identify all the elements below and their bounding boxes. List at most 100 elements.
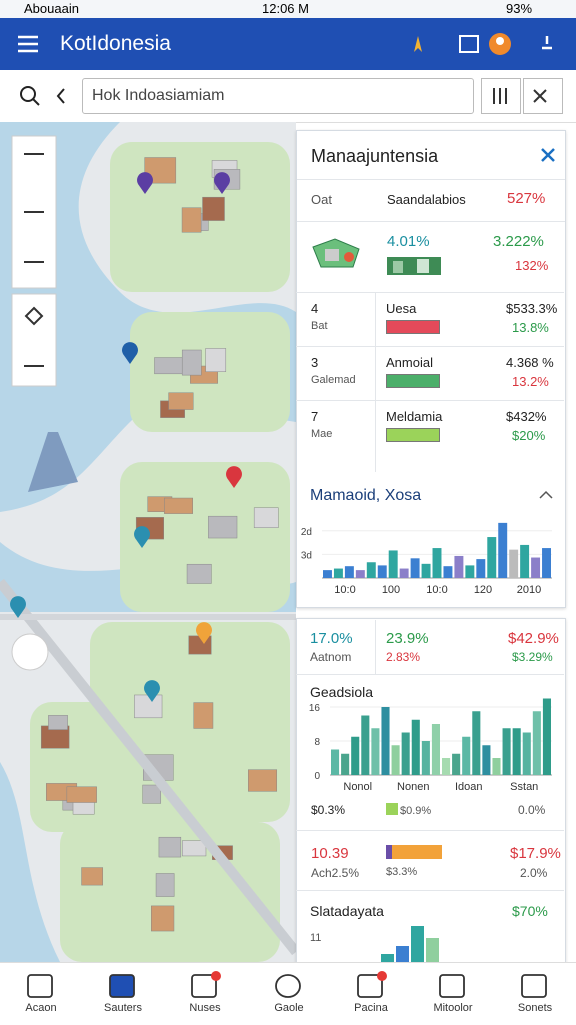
row-label: Ach2.5%: [311, 866, 360, 880]
building: [142, 784, 162, 804]
building: [181, 207, 202, 233]
building: [248, 769, 278, 792]
building: [154, 357, 187, 375]
map-pin[interactable]: [196, 622, 212, 644]
row-value: 13.8%: [512, 320, 549, 335]
search-bar: Hok Indoasiamiam: [0, 70, 576, 123]
nav-label: Pacina: [354, 1002, 388, 1014]
row-value: $0.3%: [311, 803, 346, 817]
row-label: Galemad: [311, 374, 356, 386]
search-text: Hok Indoasiamiam: [92, 87, 225, 104]
row-index: 4: [311, 301, 319, 316]
row-chip: [386, 320, 440, 334]
map-pin[interactable]: [214, 172, 231, 194]
building: [134, 694, 163, 719]
building: [66, 786, 97, 803]
building: [164, 497, 193, 514]
close-button[interactable]: [523, 78, 563, 114]
table-row: [296, 400, 564, 455]
building: [155, 873, 175, 897]
table-row: [296, 292, 564, 347]
map[interactable]: [0, 122, 296, 962]
chart-title: Mamaoid, Xosa: [310, 487, 422, 504]
map-pin[interactable]: [137, 172, 153, 194]
time: 12:06 M: [262, 1, 309, 16]
stat-label: Aatnom: [310, 650, 352, 664]
button-icons: [493, 88, 547, 104]
axis-label: 11: [310, 932, 322, 944]
building: [253, 507, 279, 528]
row-value: $432%: [506, 409, 547, 424]
app-header: KotIdonesia: [0, 18, 576, 70]
row-name: Saandalabios: [387, 192, 466, 207]
tower: [28, 432, 78, 492]
row-value: 13.2%: [512, 374, 549, 389]
road: [0, 578, 296, 956]
search-icons[interactable]: [18, 84, 74, 108]
stat-value: $42.9%: [508, 630, 559, 647]
map-pin[interactable]: [144, 680, 160, 702]
row-value: 527%: [507, 190, 546, 207]
app-title: KotIdonesia: [60, 32, 171, 55]
building: [158, 836, 182, 858]
status-bar: [0, 0, 576, 18]
row-value: $17.9%: [510, 845, 561, 862]
map-pin[interactable]: [226, 466, 242, 488]
thumb-strip: [387, 257, 441, 275]
table-row: [296, 346, 564, 401]
compass-button[interactable]: [11, 633, 49, 671]
row-index: 3: [311, 355, 319, 370]
building: [208, 515, 238, 539]
building: [168, 392, 194, 410]
row-chip: [386, 428, 440, 442]
stat-value: 4.01%: [387, 233, 430, 250]
building: [182, 840, 207, 857]
stat-label: $3.29%: [512, 650, 553, 664]
stat-value: 23.9%: [386, 630, 429, 647]
stat-value: 17.0%: [310, 630, 353, 647]
battery: 93%: [506, 1, 533, 16]
chart-title: Slatadayata: [310, 903, 384, 919]
row-chip: [386, 845, 442, 859]
control-icons: [24, 153, 44, 367]
panel-title: Manaajuntensia: [311, 146, 439, 166]
nav-label: Acaon: [25, 1002, 57, 1014]
search-input[interactable]: [82, 78, 474, 114]
table-row: [296, 674, 564, 675]
building: [186, 563, 212, 584]
map-pin[interactable]: [134, 526, 150, 548]
table-row: [296, 890, 564, 891]
nav-label: Sauters: [104, 1002, 142, 1014]
map-thumb: [312, 238, 360, 268]
header-icons[interactable]: [406, 32, 566, 58]
row-value: $533.3%: [506, 301, 558, 316]
carrier: Abouaain: [24, 1, 79, 16]
nav-label: Mitoolor: [433, 1002, 473, 1014]
panel-card: Manaajuntensia Oat Saandalabios 527% 4.0…: [296, 130, 566, 608]
filter-button[interactable]: [481, 78, 521, 114]
map-pin[interactable]: [122, 342, 138, 364]
row-value: $20%: [512, 428, 546, 443]
building: [151, 905, 175, 932]
row-value: $0.9%: [400, 805, 432, 817]
row-value: $3.3%: [386, 866, 418, 878]
stat-value: 3.222%: [493, 233, 544, 250]
chart-title: Geadsiola: [310, 684, 374, 700]
row-index: 7: [311, 409, 319, 424]
table-row: [296, 830, 564, 831]
row-chip: [386, 803, 398, 815]
building: [202, 196, 225, 221]
bottom-nav: [0, 962, 576, 1025]
panel-close[interactable]: [541, 148, 555, 162]
menu-button[interactable]: [16, 34, 40, 54]
map-pin[interactable]: [10, 596, 26, 618]
building: [188, 635, 212, 655]
nav-label: Gaole: [274, 1002, 304, 1014]
row-label: Bat: [311, 320, 328, 332]
row-label: Mae: [311, 428, 333, 440]
building: [48, 715, 68, 730]
row-label: 2.0%: [520, 866, 548, 880]
building: [193, 702, 214, 729]
building: [205, 348, 227, 372]
